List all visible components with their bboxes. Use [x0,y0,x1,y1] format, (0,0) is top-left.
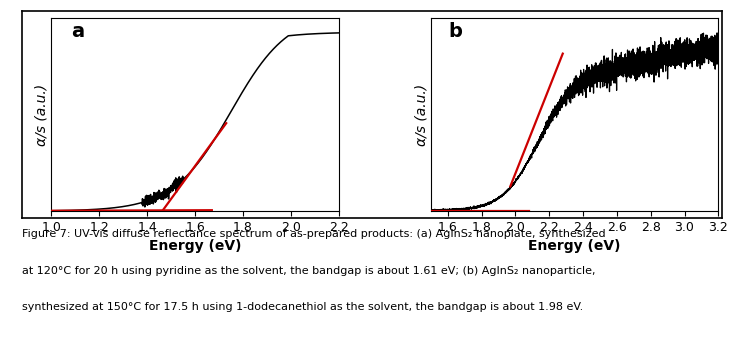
X-axis label: Energy (eV): Energy (eV) [149,240,241,253]
Y-axis label: α/s (a.u.): α/s (a.u.) [34,84,48,146]
Text: synthesized at 150°C for 17.5 h using 1-dodecanethiol as the solvent, the bandga: synthesized at 150°C for 17.5 h using 1-… [22,302,583,312]
X-axis label: Energy (eV): Energy (eV) [528,240,621,253]
Text: a: a [71,23,84,41]
Text: b: b [448,23,462,41]
Text: at 120°C for 20 h using pyridine as the solvent, the bandgap is about 1.61 eV; (: at 120°C for 20 h using pyridine as the … [22,266,595,276]
Text: Figure 7: UV-vis diffuse reflectance spectrum of as-prepared products: (a) AgInS: Figure 7: UV-vis diffuse reflectance spe… [22,229,605,239]
Y-axis label: α/s (a.u.): α/s (a.u.) [414,84,428,146]
